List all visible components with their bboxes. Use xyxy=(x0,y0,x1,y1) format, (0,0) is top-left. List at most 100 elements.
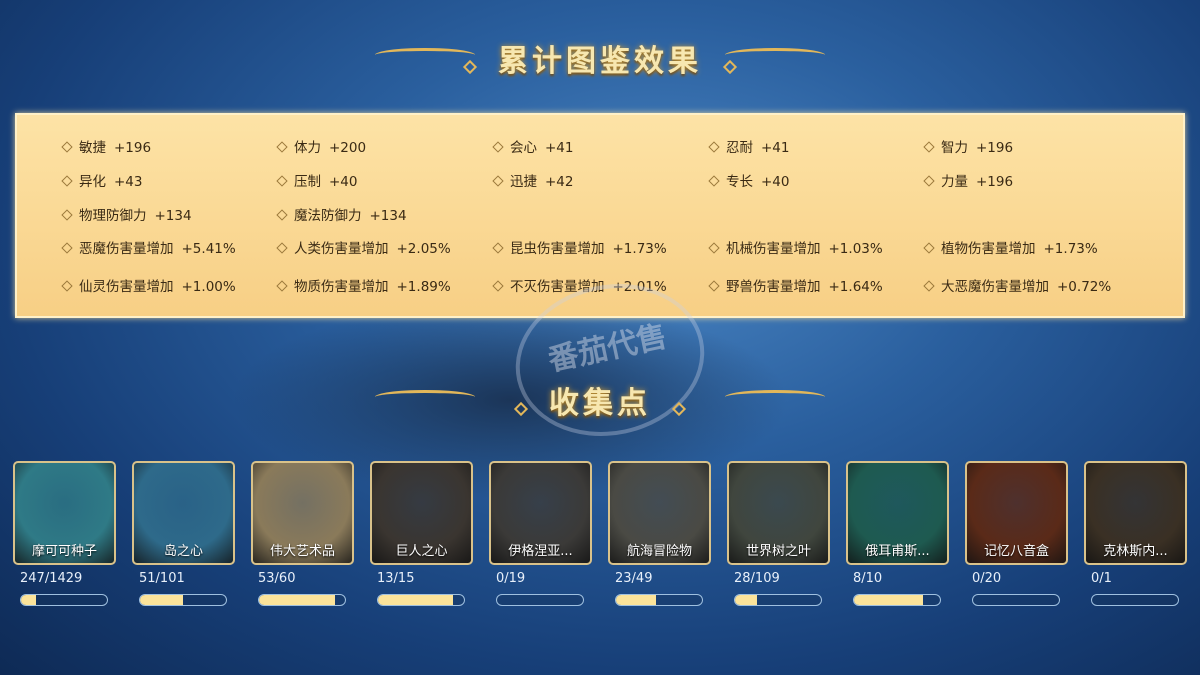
stats-panel xyxy=(15,113,1185,318)
stat-name: 物理防御力 xyxy=(79,208,147,224)
collection-card[interactable]: 巨人之心 xyxy=(370,461,473,565)
diamond-bullet-icon xyxy=(708,242,720,254)
diamond-bullet-icon xyxy=(276,141,288,153)
stat-item: 智力 +196 xyxy=(923,136,1014,156)
stat-value: +134 xyxy=(154,208,192,224)
stat-item: 植物伤害量增加 +1.73% xyxy=(923,237,1098,257)
stat-value: +0.72% xyxy=(1057,279,1112,295)
stat-value: +1.03% xyxy=(828,241,883,257)
collection-title: 收集点 xyxy=(549,386,651,421)
progress-fill xyxy=(259,595,335,605)
collection-card[interactable]: 世界树之叶 xyxy=(727,461,830,565)
collection-card[interactable]: 航海冒险物 xyxy=(608,461,711,565)
collection-count: 13/15 xyxy=(377,571,415,586)
stat-item: 敏捷 +196 xyxy=(61,136,151,156)
collection-count: 23/49 xyxy=(615,571,653,586)
collection-progress-bar xyxy=(139,594,227,606)
progress-fill xyxy=(378,595,453,605)
stat-item: 野兽伤害量增加 +1.64% xyxy=(708,275,883,295)
wing-ornament-icon xyxy=(375,390,475,404)
stat-value: +1.64% xyxy=(828,279,883,295)
diamond-bullet-icon xyxy=(61,209,73,221)
collection-card[interactable]: 克林斯内... xyxy=(1084,461,1187,565)
stat-name: 异化 xyxy=(79,174,106,190)
stat-value: +40 xyxy=(761,174,790,190)
stat-value: +196 xyxy=(976,174,1014,190)
stat-name: 忍耐 xyxy=(726,140,753,156)
collection-card[interactable]: 记忆八音盒 xyxy=(965,461,1068,565)
wing-ornament-icon xyxy=(725,48,825,62)
diamond-bullet-icon xyxy=(276,242,288,254)
stat-value: +1.73% xyxy=(612,241,667,257)
collection-card[interactable]: 岛之心 xyxy=(132,461,235,565)
collection-name: 航海冒险物 xyxy=(626,544,692,559)
progress-fill xyxy=(854,595,923,605)
stat-value: +40 xyxy=(329,174,358,190)
collection-progress-bar xyxy=(1091,594,1179,606)
stat-item: 仙灵伤害量增加 +1.00% xyxy=(61,275,236,295)
collection-count: 247/1429 xyxy=(20,571,83,586)
stat-name: 人类伤害量增加 xyxy=(294,241,389,257)
stat-name: 恶魔伤害量增加 xyxy=(79,241,174,257)
stat-name: 压制 xyxy=(294,174,321,190)
diamond-bullet-icon xyxy=(276,209,288,221)
stat-value: +196 xyxy=(976,140,1014,156)
collection-card[interactable]: 俄耳甫斯... xyxy=(846,461,949,565)
diamond-bullet-icon xyxy=(923,141,935,153)
collection-count: 0/19 xyxy=(496,571,526,586)
stat-value: +2.05% xyxy=(396,241,451,257)
collection-name: 岛之心 xyxy=(163,544,203,559)
collection-progress-bar xyxy=(615,594,703,606)
diamond-ornament-icon xyxy=(513,401,528,416)
stat-name: 植物伤害量增加 xyxy=(941,241,1036,257)
progress-fill xyxy=(21,595,36,605)
collection-count: 53/60 xyxy=(258,571,296,586)
collection-name: 世界树之叶 xyxy=(745,544,811,559)
stat-item: 会心 +41 xyxy=(492,136,574,156)
diamond-bullet-icon xyxy=(276,175,288,187)
stat-value: +41 xyxy=(545,140,574,156)
collection-count: 0/1 xyxy=(1091,571,1112,586)
collection-name: 巨人之心 xyxy=(395,544,448,559)
stat-item: 体力 +200 xyxy=(276,136,367,156)
collection-card[interactable]: 摩可可种子 xyxy=(13,461,116,565)
diamond-bullet-icon xyxy=(492,175,504,187)
stat-name: 专长 xyxy=(726,174,753,190)
stat-item: 人类伤害量增加 +2.05% xyxy=(276,237,451,257)
stat-value: +41 xyxy=(761,140,790,156)
stat-name: 力量 xyxy=(941,174,968,190)
diamond-bullet-icon xyxy=(492,242,504,254)
diamond-bullet-icon xyxy=(923,242,935,254)
stat-name: 会心 xyxy=(510,140,537,156)
stat-item: 专长 +40 xyxy=(708,170,790,190)
diamond-bullet-icon xyxy=(61,242,73,254)
collection-banner: 收集点 xyxy=(0,378,1200,422)
diamond-bullet-icon xyxy=(61,175,73,187)
effects-title: 累计图鉴效果 xyxy=(498,44,702,79)
stat-value: +200 xyxy=(329,140,367,156)
stat-value: +42 xyxy=(545,174,574,190)
wing-ornament-icon xyxy=(725,390,825,404)
collection-progress-bar xyxy=(734,594,822,606)
collection-name: 记忆八音盒 xyxy=(983,544,1049,559)
collection-card[interactable]: 伊格涅亚... xyxy=(489,461,592,565)
diamond-bullet-icon xyxy=(923,280,935,292)
collection-progress-bar xyxy=(853,594,941,606)
diamond-bullet-icon xyxy=(276,280,288,292)
stat-value: +2.01% xyxy=(612,279,667,295)
collection-name: 俄耳甫斯... xyxy=(865,544,930,559)
stat-item: 机械伤害量增加 +1.03% xyxy=(708,237,883,257)
collection-card[interactable]: 伟大艺术品 xyxy=(251,461,354,565)
collection-name: 伊格涅亚... xyxy=(508,544,573,559)
diamond-ornament-icon xyxy=(672,401,687,416)
stat-value: +43 xyxy=(114,174,143,190)
stat-name: 野兽伤害量增加 xyxy=(726,279,821,295)
collection-progress-bar xyxy=(972,594,1060,606)
stat-item: 魔法防御力 +134 xyxy=(276,204,407,224)
stat-item: 力量 +196 xyxy=(923,170,1014,190)
stat-value: +1.73% xyxy=(1043,241,1098,257)
collection-progress-bar xyxy=(496,594,584,606)
diamond-bullet-icon xyxy=(61,280,73,292)
collection-name: 摩可可种子 xyxy=(31,544,97,559)
stat-name: 体力 xyxy=(294,140,321,156)
